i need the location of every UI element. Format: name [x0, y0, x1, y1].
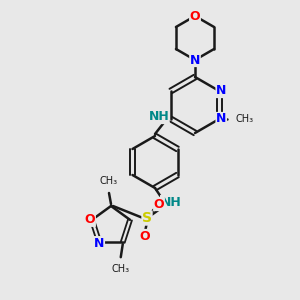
- Text: O: O: [140, 230, 150, 242]
- Text: S: S: [142, 211, 152, 225]
- Text: O: O: [85, 213, 95, 226]
- Text: O: O: [190, 10, 200, 22]
- Text: O: O: [154, 197, 164, 211]
- Text: CH₃: CH₃: [235, 114, 254, 124]
- Text: N: N: [216, 112, 226, 125]
- Text: N: N: [94, 237, 104, 250]
- Text: CH₃: CH₃: [112, 264, 130, 274]
- Text: NH: NH: [148, 110, 169, 124]
- Text: CH₃: CH₃: [100, 176, 118, 186]
- Text: NH: NH: [160, 196, 182, 208]
- Text: N: N: [216, 85, 226, 98]
- Text: N: N: [190, 53, 200, 67]
